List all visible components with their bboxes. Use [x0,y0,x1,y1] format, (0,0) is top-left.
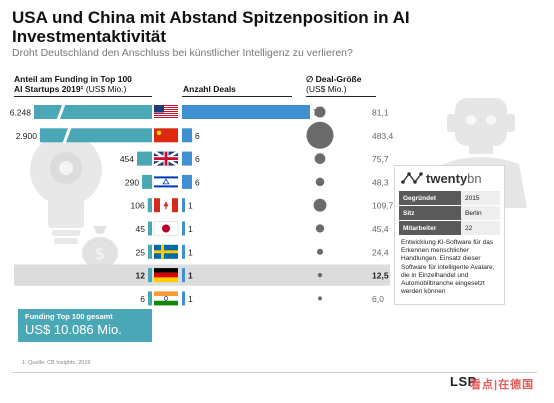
funding-bar-3 [142,174,152,189]
total-label: Funding Top 100 gesamt [25,312,113,321]
deals-bar-3 [182,174,192,189]
company-row-employees: Mitarbeiter 22 [399,221,500,235]
header-rule-dealsize [306,96,376,97]
deals-label-8: 1 [188,294,193,304]
flag-icon-4 [154,198,178,213]
deals-label-2: 6 [195,154,200,164]
lsp-logo: LSP [450,374,477,389]
page-title: USA und China mit Abstand Spitzenpositio… [12,8,410,46]
dealsize-bubble-8 [318,296,322,301]
deals-bar-6 [182,244,185,259]
flag-icon-7 [154,268,178,283]
network-icon [401,172,423,184]
company-row-founded: Gegründet 2015 [399,191,500,205]
dealsize-label-5: 45,4 [372,224,389,234]
deals-bar-8 [182,291,185,306]
deals-bar-4 [182,198,185,213]
dealsize-bubble-4 [313,198,327,212]
deals-bar-2 [182,151,192,166]
funding-bar-7 [148,268,152,283]
funding-label-0: 6.248 [10,108,32,118]
funding-bar-0 [34,105,152,119]
dealsize-label-4: 109,7 [372,201,394,211]
funding-bar-4 [147,198,152,213]
deals-label-5: 1 [188,224,193,234]
deals-label-3: 6 [195,177,200,187]
funding-bar-8 [148,291,152,306]
highlight-row-band [14,264,390,286]
dealsize-label-2: 75,7 [372,154,389,164]
funding-bar-6 [148,244,152,259]
header-rule-deals [182,96,292,97]
header-deals: Anzahl Deals [183,84,236,94]
svg-text:$: $ [95,244,105,263]
company-card: twenty bn Gegründet 2015 Sitz Berlin Mita… [394,165,505,305]
deals-bar-5 [182,221,185,236]
flag-icon-2 [153,150,179,167]
company-name-a: twenty [426,170,468,186]
dealsize-bubble-3 [315,177,325,187]
header-rule-funding [14,96,152,97]
dealsize-label-8: 6,0 [372,294,384,304]
axis-break-0 [56,103,66,121]
funding-label-8: 6 [140,294,145,304]
page-subtitle: Droht Deutschland den Anschluss bei küns… [12,47,353,59]
flag-icon-0 [154,105,178,119]
flag-icon-8 [154,291,178,306]
dealsize-bubble-1 [306,121,334,149]
header-funding: Anteil am Funding in Top 100 AI Startups… [14,74,132,94]
funding-label-4: 106 [131,201,145,211]
flag-icon-1 [154,128,178,143]
total-funding-box: Funding Top 100 gesamt US$ 10.086 Mio. [18,309,152,342]
funding-label-5: 45 [136,224,146,234]
deals-label-7: 1 [188,271,193,281]
flag-icon-3 [154,174,178,189]
dealsize-label-6: 24,4 [372,247,389,257]
deals-bar-1 [182,128,192,143]
dealsize-label-3: 48,3 [372,177,389,187]
flag-icon-6 [154,244,178,259]
dealsize-label-1: 483,4 [372,131,394,141]
axis-break-1 [62,126,72,144]
funding-label-1: 2.900 [16,131,38,141]
deals-label-4: 1 [188,201,193,211]
dealsize-bubble-6 [316,248,324,255]
dealsize-bubble-5 [315,224,325,233]
total-value: US$ 10.086 Mio. [25,322,122,337]
deals-label-6: 1 [188,247,193,257]
lightbulb-gear-icon [30,134,102,244]
watermark: 看点|在德国 [470,379,535,391]
company-name-b: bn [467,170,482,186]
twentybn-logo-icon: twenty bn [395,166,504,190]
deals-label-1: 6 [195,131,200,141]
footer-rule [12,372,537,373]
flag-icon-5 [153,221,179,236]
header-dealsize: ∅ Deal-Größe (US$ Mio.) [306,74,362,94]
funding-label-6: 25 [136,247,146,257]
funding-bar-2 [137,151,152,166]
funding-label-2: 454 [120,154,134,164]
funding-label-7: 12 [136,271,146,281]
company-row-seat: Sitz Berlin [399,206,500,220]
deals-bar-7 [182,268,185,283]
dealsize-bubble-7 [317,272,323,278]
funding-bar-5 [148,221,152,236]
dealsize-bubble-2 [314,153,326,164]
footnote: 1. Quelle: CB Insights, 2019 [22,360,91,366]
company-description: Entwicklung KI-Software für das Erkennen… [401,239,495,296]
deals-bar-0 [182,105,310,119]
dealsize-label-7: 12,5 [372,271,389,281]
money-bag-icon: $ [82,226,118,269]
dealsize-bubble-0 [314,106,326,118]
funding-label-3: 290 [125,177,139,187]
funding-bar-1 [40,128,152,143]
dealsize-label-0: 81,1 [372,108,389,118]
